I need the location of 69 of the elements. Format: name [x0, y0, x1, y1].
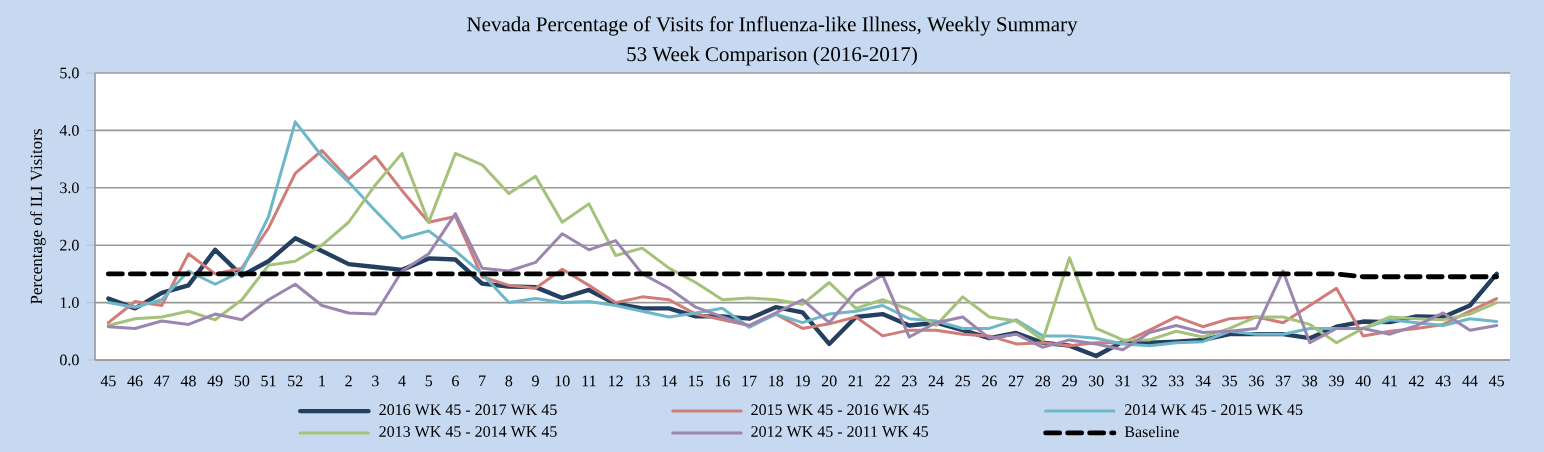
x-tick-label: 18 [769, 375, 784, 387]
y-tick-label: 1.0 [60, 297, 79, 309]
x-tick-label: 33 [1169, 375, 1184, 387]
x-tick-label: 34 [1195, 375, 1211, 387]
x-tick-label: 50 [234, 375, 250, 387]
x-tick-label: 45 [1488, 375, 1505, 387]
x-tick-label: 42 [1408, 375, 1424, 387]
legend-label: 2013 WK 45 - 2014 WK 45 [379, 426, 557, 438]
y-tick-label: 3.0 [60, 182, 79, 194]
x-tick-label: 48 [180, 375, 196, 387]
x-tick-label: 36 [1249, 375, 1264, 387]
y-axis-title: Percentage of ILI Visitors [30, 129, 46, 305]
line-series [106, 212, 1499, 352]
x-tick-label: 49 [207, 375, 223, 387]
x-tick-label: 31 [1115, 375, 1130, 387]
x-tick-label: 13 [635, 375, 650, 387]
x-tick-label: 39 [1329, 375, 1344, 387]
x-tick-label: 16 [715, 375, 730, 387]
x-tick-label: 12 [609, 375, 623, 387]
x-tick-label: 22 [875, 375, 890, 387]
legend-label: 2016 WK 45 - 2017 WK 45 [379, 404, 557, 416]
x-tick-label: 32 [1142, 375, 1157, 387]
x-tick-label: 5 [425, 375, 433, 387]
x-tick-label: 35 [1222, 375, 1238, 387]
x-tick-label: 46 [127, 375, 143, 387]
x-tick-label: 1 [319, 375, 325, 387]
legend-label: 2014 WK 45 - 2015 WK 45 [1125, 404, 1303, 416]
x-tick-label: 24 [928, 375, 944, 387]
x-tick-label: 40 [1355, 375, 1371, 387]
x-tick-label: 27 [1008, 375, 1024, 387]
x-tick-label: 4 [398, 375, 406, 387]
legend-label: 2015 WK 45 - 2016 WK 45 [751, 404, 929, 416]
x-tick-label: 26 [982, 375, 997, 387]
x-tick-label: 2 [345, 375, 352, 387]
x-tick-label: 43 [1435, 375, 1451, 387]
x-tick-label: 44 [1462, 375, 1478, 387]
x-tick-label: 8 [505, 375, 513, 387]
x-tick-label: 6 [452, 375, 459, 387]
legend-label: Baseline [1124, 425, 1179, 438]
x-tick-label: 52 [288, 375, 303, 387]
x-tick-label: 14 [662, 375, 677, 387]
x-tick-label: 17 [742, 375, 757, 387]
x-tick-label: 38 [1302, 375, 1318, 387]
y-tick-label: 0.0 [60, 354, 79, 366]
y-tick-label: 5.0 [60, 67, 79, 79]
x-tick-label: 41 [1382, 375, 1397, 387]
x-tick-label: 10 [555, 375, 570, 387]
x-tick-label: 7 [479, 375, 486, 387]
x-tick-label: 9 [532, 375, 539, 387]
x-tick-label: 25 [955, 375, 971, 387]
x-tick-label: 37 [1275, 375, 1291, 387]
y-tick-label: 4.0 [59, 124, 79, 136]
x-tick-label: 19 [795, 375, 810, 387]
legend-label: 2012 WK 45 - 2011 WK 45 [751, 426, 929, 438]
x-tick-label: 15 [689, 375, 704, 387]
x-tick-label: 51 [261, 375, 276, 387]
chart-title: Nevada Percentage of Visits for Influenza-like Illness, Weekly Summary [467, 16, 1078, 36]
x-tick-label: 47 [154, 375, 170, 387]
x-tick-label: 23 [901, 375, 917, 387]
x-tick-label: 11 [582, 375, 596, 387]
x-tick-label: 21 [848, 375, 863, 387]
x-tick-label: 28 [1035, 375, 1051, 387]
x-tick-label: 45 [100, 375, 116, 387]
x-tick-label: 30 [1088, 375, 1104, 387]
chart-subtitle: 53 Week Comparison (2016-2017) [627, 46, 917, 66]
x-tick-label: 3 [372, 375, 379, 387]
y-tick-label: 2.0 [60, 239, 79, 251]
x-tick-label: 20 [821, 375, 837, 387]
x-tick-label: 29 [1062, 375, 1077, 387]
